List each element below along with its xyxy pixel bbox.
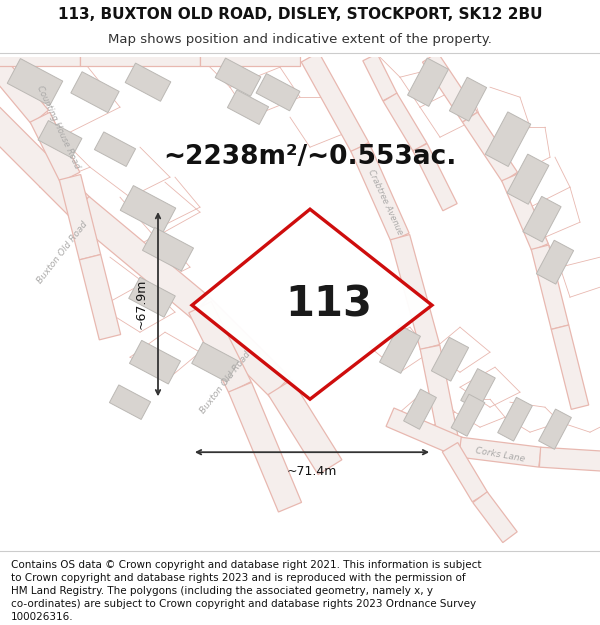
- Polygon shape: [449, 78, 487, 121]
- Polygon shape: [536, 240, 574, 284]
- Polygon shape: [200, 48, 300, 66]
- Polygon shape: [109, 385, 151, 419]
- Polygon shape: [523, 196, 561, 242]
- Polygon shape: [485, 112, 531, 166]
- Polygon shape: [459, 438, 541, 467]
- Text: to Crown copyright and database rights 2023 and is reproduced with the permissio: to Crown copyright and database rights 2…: [11, 573, 466, 583]
- Polygon shape: [190, 298, 290, 397]
- Polygon shape: [363, 54, 397, 101]
- Polygon shape: [461, 369, 495, 410]
- Polygon shape: [539, 409, 571, 449]
- Polygon shape: [391, 234, 440, 350]
- Polygon shape: [71, 72, 119, 112]
- Polygon shape: [71, 196, 209, 318]
- Polygon shape: [539, 448, 600, 472]
- Text: Contains OS data © Crown copyright and database right 2021. This information is : Contains OS data © Crown copyright and d…: [0, 624, 1, 625]
- Polygon shape: [130, 341, 181, 384]
- Polygon shape: [420, 345, 460, 449]
- Polygon shape: [192, 342, 238, 382]
- Polygon shape: [413, 144, 457, 211]
- Polygon shape: [0, 48, 80, 66]
- Text: Contains OS data © Crown copyright and database right 2021. This information is : Contains OS data © Crown copyright and d…: [11, 560, 481, 570]
- Polygon shape: [142, 228, 194, 271]
- Polygon shape: [431, 338, 469, 381]
- Polygon shape: [268, 380, 342, 474]
- Polygon shape: [227, 90, 269, 124]
- Text: Counting House Road: Counting House Road: [35, 84, 81, 170]
- Text: Corks Lane: Corks Lane: [475, 446, 526, 464]
- Polygon shape: [422, 52, 478, 122]
- Polygon shape: [531, 245, 569, 329]
- Polygon shape: [0, 50, 49, 124]
- Text: 100026316.: 100026316.: [11, 612, 73, 622]
- Text: co-ordinates) are subject to Crown copyright and database rights 2023 Ordnance S: co-ordinates) are subject to Crown copyr…: [11, 599, 476, 609]
- Polygon shape: [80, 48, 200, 66]
- Polygon shape: [59, 174, 101, 260]
- Polygon shape: [351, 143, 409, 241]
- Polygon shape: [129, 278, 175, 317]
- Text: 113: 113: [286, 284, 373, 326]
- Polygon shape: [551, 325, 589, 409]
- Text: Crabtree Avenue: Crabtree Avenue: [366, 168, 404, 236]
- Polygon shape: [386, 408, 464, 456]
- Text: ~71.4m: ~71.4m: [287, 465, 337, 478]
- Text: Buxton Old Road: Buxton Old Road: [35, 219, 89, 285]
- Polygon shape: [229, 382, 302, 512]
- Text: Map shows position and indicative extent of the property.: Map shows position and indicative extent…: [108, 33, 492, 46]
- Polygon shape: [7, 59, 63, 106]
- Polygon shape: [507, 154, 549, 204]
- Text: ~67.9m: ~67.9m: [135, 279, 148, 329]
- Polygon shape: [215, 58, 261, 96]
- Polygon shape: [38, 121, 82, 158]
- Polygon shape: [189, 302, 251, 392]
- Polygon shape: [404, 389, 436, 429]
- Polygon shape: [502, 174, 548, 251]
- Polygon shape: [79, 254, 121, 340]
- Polygon shape: [120, 186, 176, 233]
- Polygon shape: [497, 398, 532, 441]
- Text: ~2238m²/~0.553ac.: ~2238m²/~0.553ac.: [163, 144, 457, 170]
- Polygon shape: [383, 93, 427, 151]
- Polygon shape: [473, 492, 517, 542]
- Polygon shape: [94, 132, 136, 166]
- Polygon shape: [442, 442, 488, 502]
- Polygon shape: [463, 112, 517, 182]
- Polygon shape: [301, 52, 369, 152]
- Polygon shape: [451, 394, 485, 436]
- Polygon shape: [407, 58, 448, 106]
- Polygon shape: [256, 74, 300, 111]
- Text: HM Land Registry. The polygons (including the associated geometry, namely x, y: HM Land Registry. The polygons (includin…: [11, 586, 433, 596]
- Polygon shape: [192, 209, 432, 399]
- Polygon shape: [125, 63, 171, 101]
- Text: Buxton Old Road: Buxton Old Road: [198, 349, 252, 415]
- Polygon shape: [380, 325, 421, 373]
- Polygon shape: [30, 112, 80, 182]
- Polygon shape: [0, 107, 90, 217]
- Text: 113, BUXTON OLD ROAD, DISLEY, STOCKPORT, SK12 2BU: 113, BUXTON OLD ROAD, DISLEY, STOCKPORT,…: [58, 8, 542, 22]
